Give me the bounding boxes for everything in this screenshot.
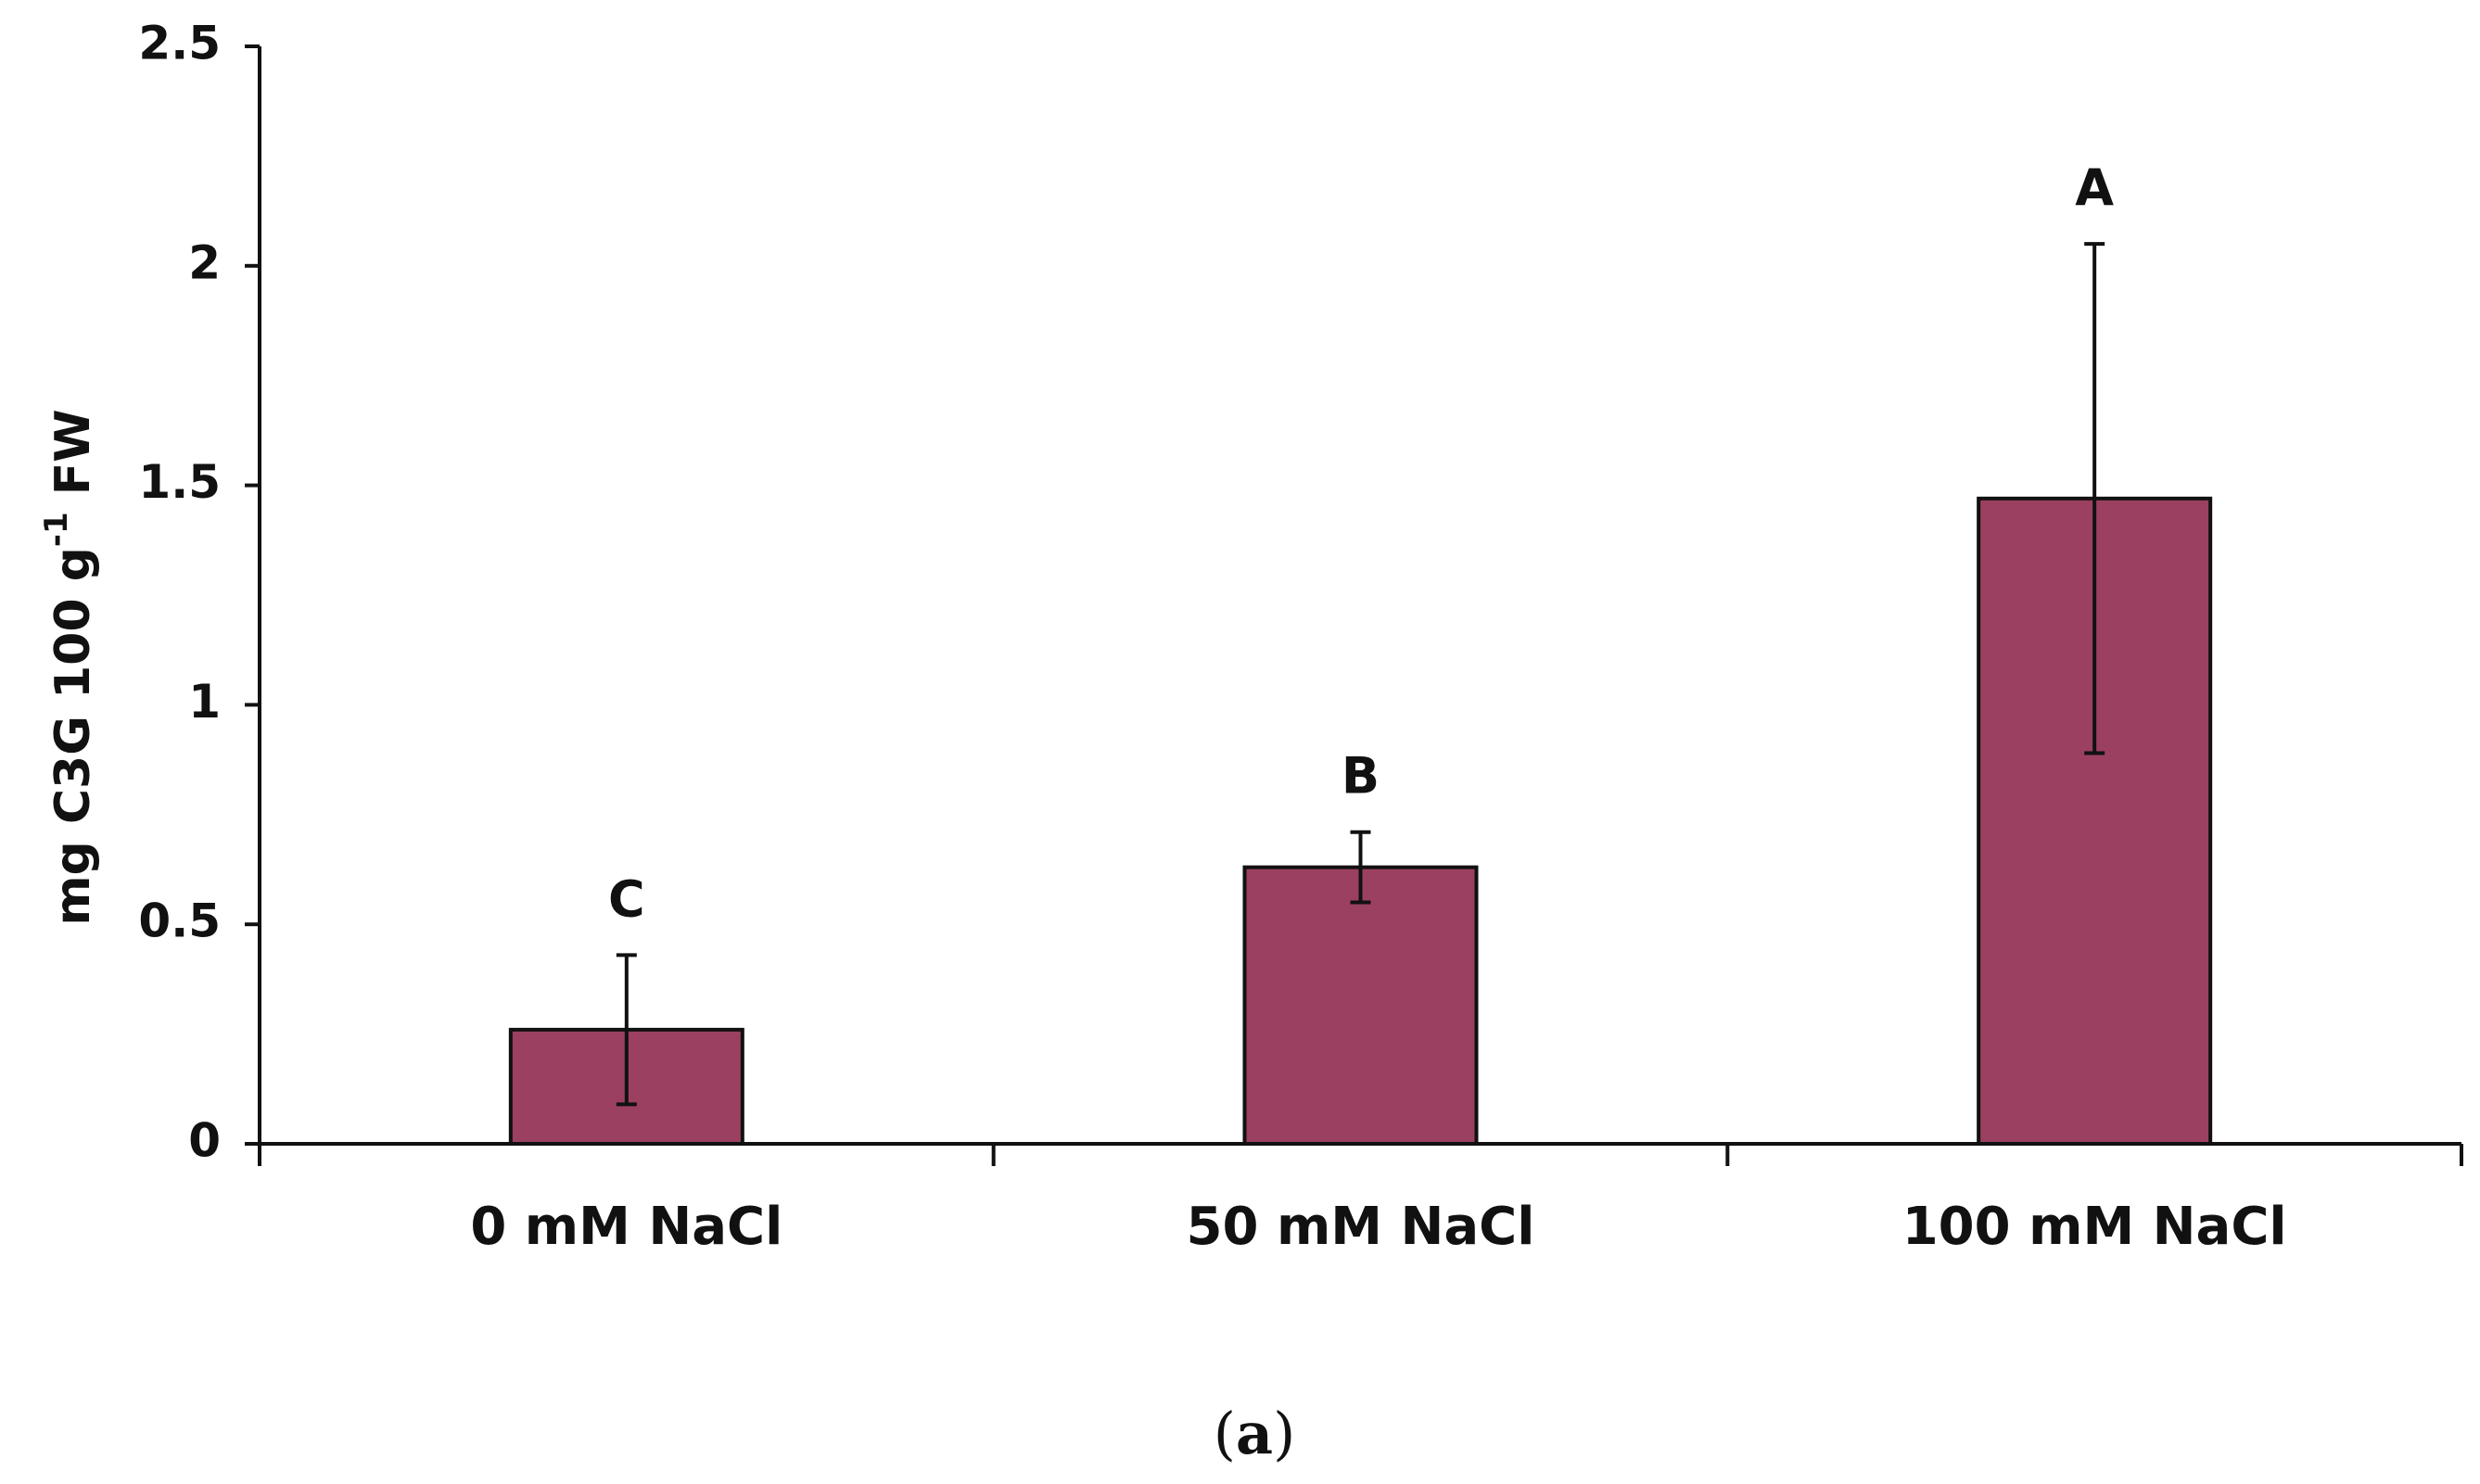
panel-label: (a) [1214,1400,1296,1467]
x-category-label-3: 100 mM NaCl [1902,1197,2287,1257]
y-tick-label: 1.5 [138,455,221,509]
y-tick-label: 2.5 [138,17,221,70]
y-tick-label: 1 [188,675,221,729]
significance-letter-2: B [1342,747,1380,805]
y-axis-title-suffix: FW [45,409,101,512]
x-category-label-1: 0 mM NaCl [470,1197,782,1257]
panel-label-letter: a [1236,1400,1273,1467]
bar-2 [1242,865,1479,1147]
y-axis-title-prefix: mg C3G 100 g [45,547,101,926]
panel-label-close: ) [1273,1400,1295,1467]
y-tick-label: 2 [188,235,221,289]
y-tick-label: 0 [188,1114,221,1168]
significance-letter-3: A [2075,159,2114,217]
y-tick-label: 0.5 [138,894,221,948]
plot-area: 0 0.5 1 1.5 2 2.5 C 0 mM NaCl B 50 mM NaCl A 100 mM… [138,17,2463,1257]
y-axis-title-superscript: -1 [38,512,75,547]
panel-label-open: ( [1214,1400,1236,1467]
significance-letter-1: C [608,869,645,928]
y-axis-title: mg C3G 100 g-1 FW [38,409,102,925]
x-category-label-2: 50 mM NaCl [1187,1197,1535,1257]
